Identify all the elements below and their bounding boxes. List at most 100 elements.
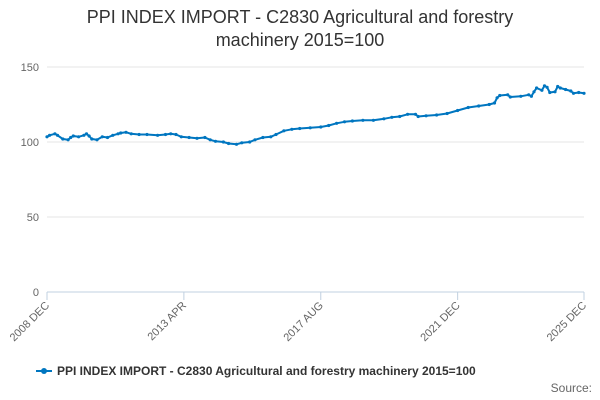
chart-title: PPI INDEX IMPORT - C2830 Agricultural an…: [0, 6, 600, 52]
data-point: [156, 133, 160, 137]
x-tick-label: 2017 AUG: [282, 300, 326, 344]
chart-legend[interactable]: PPI INDEX IMPORT - C2830 Agricultural an…: [36, 364, 476, 378]
y-tick-label: 50: [27, 212, 39, 224]
data-point: [406, 112, 410, 116]
data-point: [290, 127, 294, 131]
data-point: [77, 135, 81, 139]
data-point: [53, 132, 57, 136]
data-point: [71, 134, 75, 138]
data-point: [508, 95, 512, 99]
x-tick-label: 2025 DEC: [545, 300, 589, 344]
data-point: [535, 86, 539, 90]
data-point: [545, 85, 549, 89]
data-point: [221, 140, 225, 144]
data-point: [553, 90, 557, 94]
data-point: [174, 132, 178, 137]
source-credit: Source:: [550, 381, 592, 395]
data-point: [208, 138, 212, 142]
data-point: [48, 133, 52, 137]
data-point: [445, 111, 449, 116]
data-point: [582, 91, 586, 95]
data-point: [87, 134, 91, 138]
data-point: [163, 132, 168, 137]
data-point: [213, 139, 218, 143]
data-point: [179, 135, 183, 139]
data-point: [361, 118, 365, 122]
data-point: [274, 132, 278, 137]
data-point: [495, 96, 499, 100]
data-point: [540, 88, 544, 92]
data-point: [556, 84, 560, 89]
y-tick-label: 150: [21, 62, 39, 74]
data-point: [282, 129, 286, 133]
data-point: [335, 121, 339, 125]
data-point: [124, 130, 128, 134]
x-tick-label: 2013 APR: [145, 300, 189, 344]
data-point: [234, 142, 239, 146]
x-tick-label: 2008 DEC: [8, 300, 52, 344]
data-point: [308, 126, 312, 130]
data-point: [227, 141, 231, 146]
chart-title-line-2: machinery 2015=100: [215, 30, 385, 50]
data-point: [261, 135, 265, 140]
data-point: [519, 94, 523, 98]
data-point: [84, 132, 89, 136]
data-point: [416, 114, 420, 119]
data-point: [100, 135, 104, 139]
data-point: [116, 132, 120, 136]
data-point: [253, 138, 257, 142]
data-point: [119, 131, 123, 135]
data-point: [298, 126, 302, 131]
data-point: [137, 132, 141, 137]
data-point: [564, 87, 568, 92]
data-point: [577, 90, 581, 95]
data-point: [487, 102, 491, 107]
data-point: [105, 135, 110, 140]
data-point: [45, 135, 49, 139]
data-point: [529, 94, 534, 98]
data-point: [477, 104, 481, 108]
data-point: [69, 135, 73, 140]
data-point: [248, 140, 252, 144]
data-point: [319, 125, 323, 129]
data-point: [342, 120, 347, 124]
data-point: [435, 113, 439, 117]
data-point: [398, 114, 402, 119]
data-point: [327, 123, 331, 128]
data-point: [269, 135, 273, 139]
data-point: [195, 136, 199, 140]
data-point: [187, 135, 191, 140]
y-tick-label: 100: [21, 137, 39, 149]
data-point: [371, 118, 375, 122]
data-point: [203, 135, 207, 140]
chart-title-line-1: PPI INDEX IMPORT - C2830 Agricultural an…: [86, 7, 514, 27]
data-point: [61, 137, 65, 141]
data-point: [558, 86, 562, 90]
data-point: [129, 132, 133, 136]
data-point: [492, 101, 497, 105]
data-point: [548, 90, 552, 95]
data-point: [145, 132, 149, 137]
data-point: [169, 132, 173, 136]
series-line: [46, 84, 585, 146]
data-point: [424, 114, 428, 118]
x-tick-label: 2021 DEC: [418, 300, 462, 344]
data-point: [413, 112, 418, 116]
legend-series-label: PPI INDEX IMPORT - C2830 Agricultural an…: [57, 364, 476, 378]
legend-series-marker: [36, 366, 52, 376]
data-point: [498, 93, 502, 98]
data-point: [55, 133, 60, 137]
data-point: [66, 138, 70, 142]
data-point: [466, 105, 470, 110]
data-point: [382, 117, 386, 121]
data-point: [82, 133, 86, 137]
data-point: [390, 115, 394, 119]
data-point: [90, 137, 94, 141]
data-point: [456, 108, 460, 113]
data-point: [542, 84, 547, 88]
data-point: [569, 89, 573, 93]
data-point: [506, 93, 510, 97]
data-point: [111, 133, 115, 137]
data-point: [527, 93, 531, 97]
